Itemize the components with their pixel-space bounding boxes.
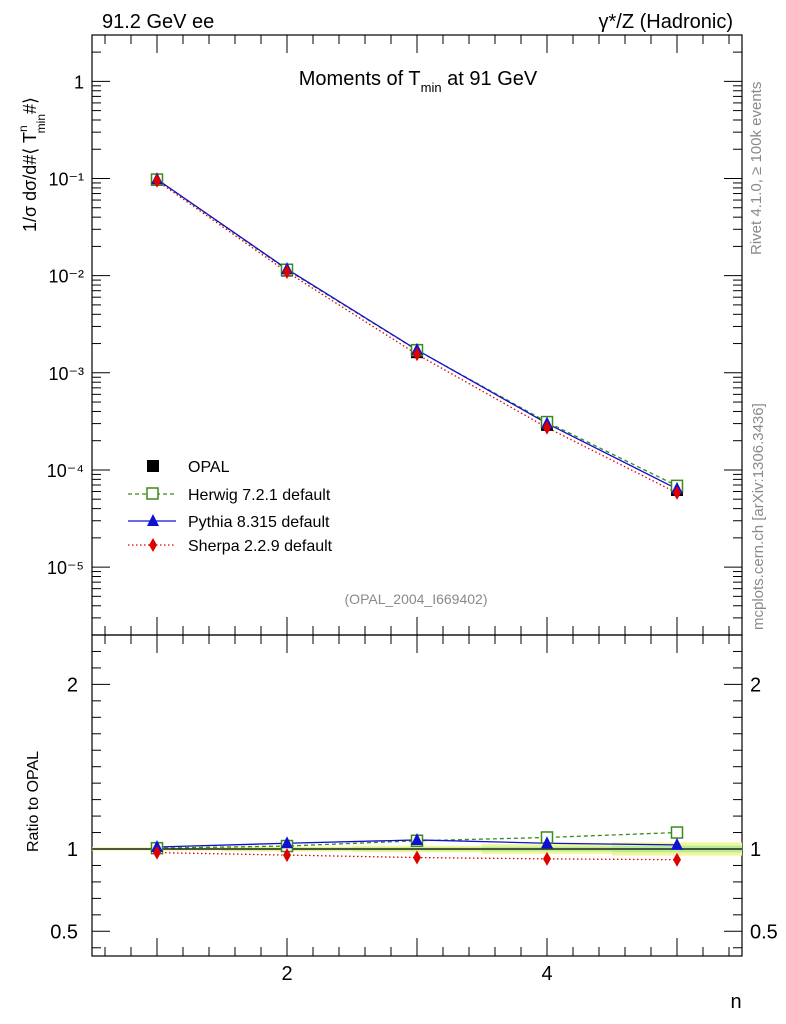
legend-pythia-label: Pythia 8.315 default — [188, 514, 330, 531]
ratio-y-axis-label: Ratio to OPAL — [25, 751, 42, 852]
ratio-y-tick-label: 2 — [67, 674, 78, 696]
ratio-point-triangle — [281, 836, 293, 849]
legend-herwig-label: Herwig 7.2.1 default — [188, 487, 331, 504]
ratio-panel-frame — [91, 634, 743, 957]
process-label: γ*/Z (Hadronic) — [599, 11, 733, 33]
y-axis-label: 1/σ dσ/d#⟨ Tn min#⟩ — [16, 97, 48, 232]
ratio-point-open-square — [670, 826, 684, 839]
legend: OPAL Herwig 7.2.1 default Pythia 8.315 d… — [128, 459, 333, 555]
ratio-point-diamond — [153, 845, 161, 860]
y-axis-label-main: 1/σ dσ/d#⟨ T — [20, 132, 40, 232]
data-point-diamond — [153, 173, 161, 188]
y-tick-label: 1 — [74, 72, 84, 92]
title-main: Moments of T — [299, 68, 421, 90]
title-subscript: min — [421, 80, 442, 95]
ratio-point-diamond — [543, 851, 551, 866]
legend-herwig-marker — [146, 487, 159, 500]
ratio-y-tick-label: 0.5 — [50, 921, 78, 943]
analysis-id: (OPAL_2004_I669402) — [345, 591, 488, 607]
y-axis-label-sup: n — [16, 125, 30, 132]
ratio-point-diamond — [413, 850, 421, 865]
ratio-point-triangle — [541, 836, 553, 849]
mcplots-label: mcplots.cern.ch [arXiv:1306.3436] — [750, 403, 767, 630]
legend-pythia-marker — [147, 514, 159, 526]
y-tick-label: 10⁻³ — [48, 364, 84, 384]
legend-sherpa-marker — [149, 538, 157, 552]
x-axis-label: n — [730, 991, 741, 1013]
x-tick-label: 4 — [541, 963, 552, 985]
axis-ticks: 1 10⁻¹ 10⁻² 10⁻³ 10⁻⁴ 10⁻⁵ 2 4 2 2 1 1 0.5 0.5 — [47, 34, 778, 985]
series-line-3 — [156, 180, 678, 494]
y-tick-label: 10⁻⁴ — [47, 461, 84, 481]
y-axis-label-sub: min — [34, 114, 48, 133]
series-line-1 — [156, 179, 678, 487]
ratio-y-tick-label-right: 2 — [750, 674, 761, 696]
x-tick-label: 2 — [281, 963, 292, 985]
data-point-diamond — [673, 485, 681, 500]
plot-title: Moments of Tmin at 91 GeV — [299, 68, 538, 95]
ratio-point-triangle — [411, 832, 423, 845]
ratio-y-tick-label-right: 0.5 — [750, 921, 778, 943]
legend-sherpa-label: Sherpa 2.2.9 default — [188, 538, 333, 555]
y-axis-label-tail: #⟩ — [20, 97, 40, 114]
energy-label: 91.2 GeV ee — [102, 11, 214, 33]
ratio-y-tick-label: 1 — [67, 839, 78, 861]
ratio-point-diamond — [283, 848, 291, 863]
legend-opal-marker — [147, 460, 159, 472]
data-point-diamond — [543, 420, 551, 435]
y-tick-label: 10⁻² — [48, 267, 84, 287]
legend-opal-label: OPAL — [188, 459, 230, 476]
rivet-version-label: Rivet 4.1.0, ≥ 100k events — [748, 82, 765, 255]
data-point-diamond — [283, 265, 291, 280]
ratio-point-triangle — [671, 837, 683, 850]
y-tick-label: 10⁻¹ — [48, 170, 84, 190]
series-line-2 — [156, 178, 678, 490]
ratio-point-diamond — [673, 852, 681, 867]
series-markers — [150, 172, 684, 867]
title-tail: at 91 GeV — [442, 68, 538, 90]
y-tick-label: 10⁻⁵ — [47, 558, 84, 578]
data-point-diamond — [413, 347, 421, 362]
ratio-y-tick-label-right: 1 — [750, 839, 761, 861]
